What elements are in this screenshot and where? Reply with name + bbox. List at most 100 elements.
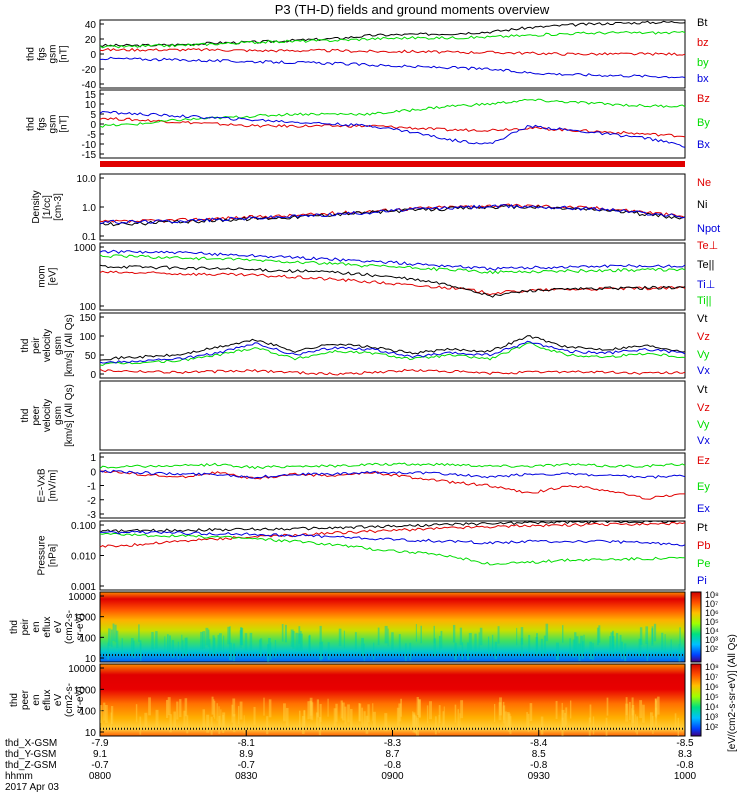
heatmap-texture-9: [569, 700, 572, 719]
heatmap-texture-8: [583, 634, 585, 653]
heatmap-texture-9: [606, 697, 609, 716]
heatmap-texture-9: [460, 700, 464, 719]
heatmap-texture-9: [183, 710, 186, 729]
panel-2-ytick: 0.1: [82, 232, 96, 243]
heatmap-texture-9: [414, 715, 418, 734]
heatmap-texture-9: [457, 709, 459, 728]
heatmap-texture-8: [487, 636, 490, 655]
heatmap-texture-9: [238, 706, 240, 725]
xaxis-value: -0.8: [530, 760, 548, 771]
heatmap-texture-9: [327, 698, 329, 717]
xaxis-row-label: thd_Y-GSM: [5, 749, 56, 760]
heatmap-texture-9: [307, 701, 310, 720]
xaxis-value: -0.7: [238, 760, 256, 771]
panel-9-ylabel: thdpeerenefluxeV(cm2-s-sr-eV): [9, 683, 86, 717]
heatmap-texture-8: [227, 626, 231, 645]
xaxis-value: 0930: [528, 771, 551, 782]
heatmap-texture-8: [664, 634, 666, 652]
heatmap-texture-9: [504, 711, 507, 730]
heatmap-texture-8: [300, 630, 302, 649]
heatmap-texture-9: [155, 709, 159, 728]
series-vy-line: [99, 342, 686, 366]
legends: Bt bz by bx Bz By Bx Ne Ni Npot Te⊥ Te|| Ti⊥ Ti|| Vt Vz…: [697, 17, 720, 587]
heatmap-texture-9: [222, 714, 225, 733]
heatmap-texture-8: [491, 634, 494, 653]
legend-vy: Vy: [697, 349, 710, 361]
xaxis-value: 0800: [89, 771, 112, 782]
heatmap-texture-8: [653, 623, 657, 642]
xaxis-value: -8.3: [384, 738, 402, 749]
heatmap-texture-9: [285, 707, 289, 726]
panel-9-ytick: 10000: [68, 664, 96, 675]
heatmap-texture-8: [363, 643, 365, 662]
series-by-line: [99, 98, 686, 128]
legend-vt: Vt: [697, 313, 707, 325]
panel-4-frame: [99, 312, 686, 379]
panel-4-ylabel: thdpeirvelocitygsm[km/s] (All Qs): [20, 314, 75, 377]
heatmap-texture-9: [639, 700, 643, 719]
panel-8-ytick: 10: [85, 654, 97, 665]
heatmap-texture-9: [502, 701, 505, 720]
heatmap-texture-9: [301, 715, 305, 734]
legend-bx: Bx: [697, 139, 710, 151]
heatmap-texture-8: [209, 639, 211, 657]
heatmap-texture-9: [144, 712, 148, 731]
panel-1-ytick: 5: [90, 110, 96, 121]
heatmap-texture-8: [454, 642, 457, 661]
colorbar-label: [eV/(cm2-s-sr-eV)] (All Qs): [727, 634, 738, 752]
panel-3-ylabel: mom[eV]: [37, 265, 59, 287]
panel-5-frame: [99, 380, 686, 451]
heatmap-texture-8: [107, 642, 109, 661]
panel-3-ytick: 1000: [74, 243, 97, 254]
heatmap-texture-9: [605, 717, 608, 736]
heatmap-texture-8: [213, 637, 216, 656]
heatmap-texture-8: [112, 623, 115, 642]
heatmap-texture-9: [135, 704, 138, 723]
xaxis-value: 8.5: [532, 749, 546, 760]
heatmap-texture-8: [624, 643, 627, 661]
heatmap-texture-9: [202, 709, 205, 728]
panel-2-ytick: 10.0: [77, 174, 97, 185]
panel-8-frame: [99, 591, 686, 663]
heatmap-texture-9: [263, 697, 265, 716]
heatmap-texture-8: [545, 623, 549, 642]
xaxis-value: -8.1: [238, 738, 256, 749]
heatmap-texture-8: [638, 638, 642, 657]
panel-6-ylabel: E=-VxB[mV/m]: [37, 468, 59, 503]
heatmap-texture-9: [642, 704, 645, 723]
series-vx-line: [99, 340, 686, 364]
heatmap-texture-9: [529, 703, 533, 722]
heatmap-texture-8: [258, 639, 261, 658]
heatmap-texture-8: [292, 631, 295, 649]
heatmap-texture-8: [114, 624, 117, 643]
heatmap-texture-9: [179, 699, 182, 718]
heatmap-texture-8: [621, 641, 624, 660]
panel-0-ylabel: thdfgsgsm[nT]: [26, 45, 70, 64]
series-bx-line: [99, 110, 686, 148]
heatmap-texture-9: [233, 714, 236, 733]
heatmap-texture-8: [574, 632, 577, 650]
series-pb-line: [99, 521, 686, 548]
series-bz-line: [99, 47, 686, 56]
heatmap-texture-8: [182, 640, 184, 658]
panel-8-ylabel: thdpeirenefluxeV(cm2-s-sr-eV): [9, 610, 86, 644]
series-by-line: [99, 30, 686, 49]
heatmap-texture-8: [404, 643, 407, 661]
panel-6-ytick: 1: [90, 453, 96, 464]
panel-0-frame: [99, 19, 686, 89]
heatmap-texture-9: [139, 716, 142, 735]
heatmap-texture-9: [266, 716, 269, 735]
series-vt-line: [99, 335, 686, 361]
heatmap-texture-9: [335, 703, 338, 722]
heatmap-texture-8: [562, 625, 564, 643]
heatmap-texture-8: [241, 627, 244, 646]
heatmap-texture-8: [139, 640, 142, 658]
heatmap-texture-8: [110, 629, 113, 648]
heatmap-texture-8: [300, 633, 303, 652]
panel-4-ytick: 150: [79, 313, 96, 324]
series-bz-line: [99, 116, 686, 138]
series-te-line: [99, 264, 686, 298]
heatmap-texture-9: [210, 716, 213, 735]
panel-4-ytick: 0: [90, 370, 96, 381]
heatmap-texture-9: [588, 717, 591, 736]
